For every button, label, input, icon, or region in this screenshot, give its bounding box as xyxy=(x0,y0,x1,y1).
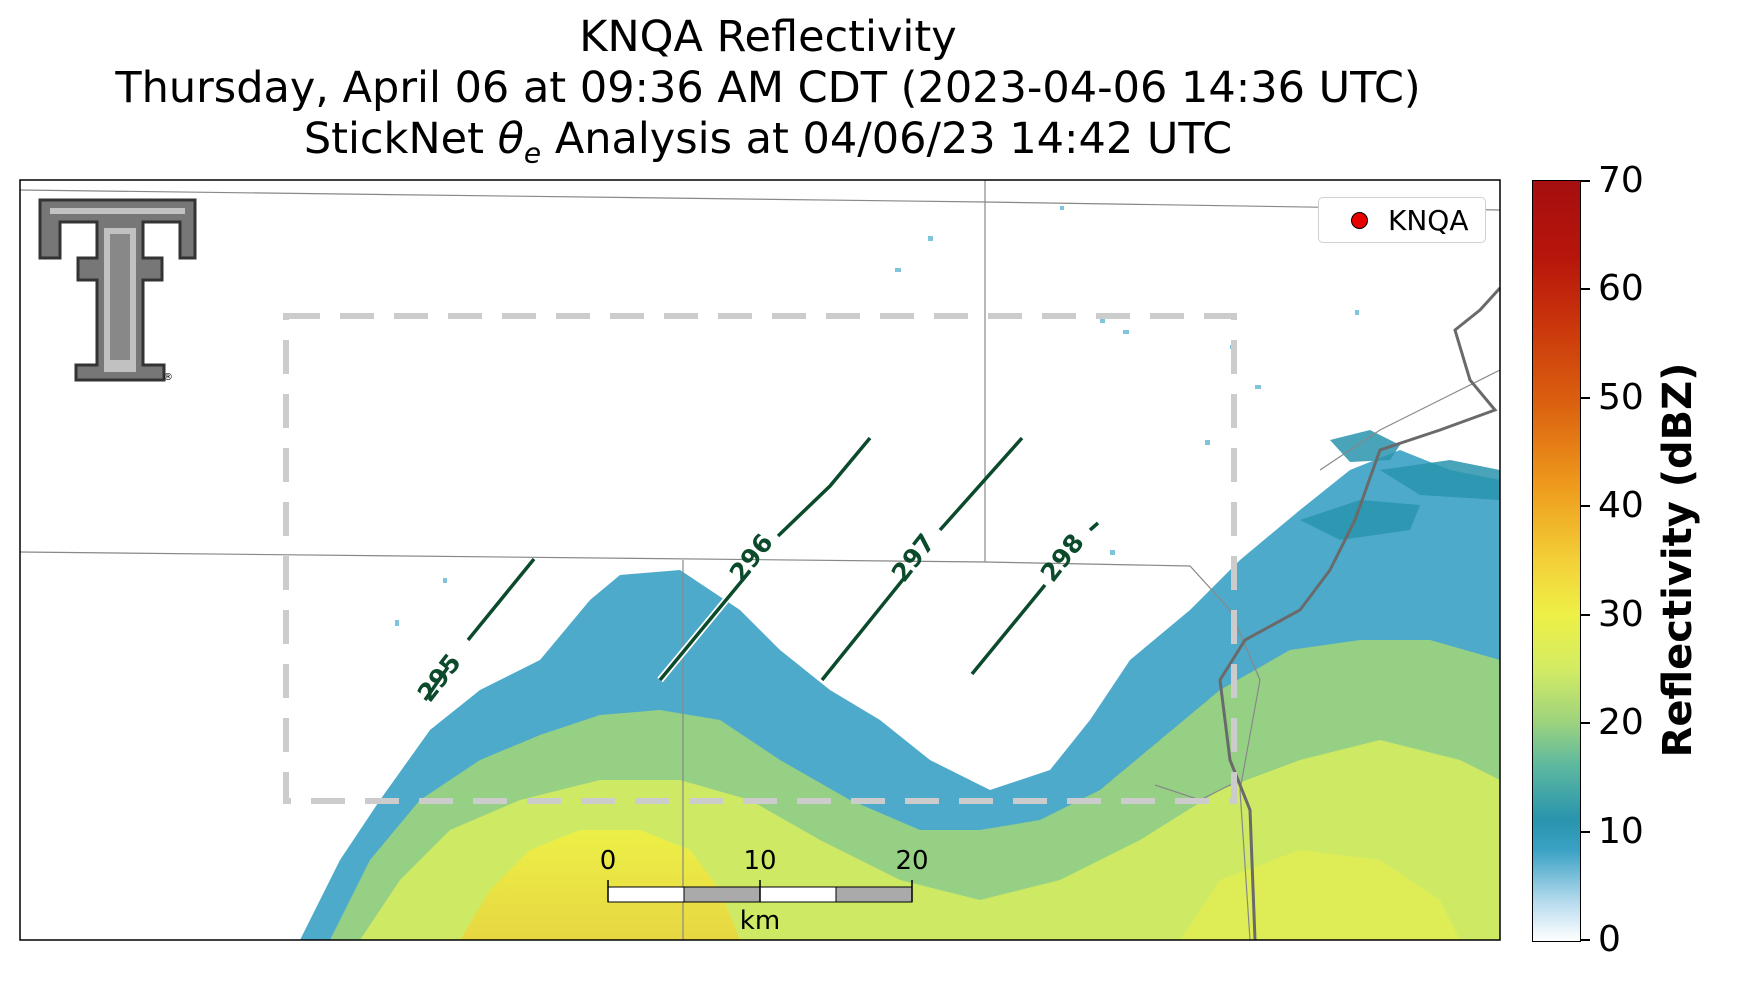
echo-core-east xyxy=(1180,850,1460,940)
knqa-marker-icon xyxy=(1351,211,1368,229)
chart-subtitle-analysis: StickNet θe Analysis at 04/06/23 14:42 U… xyxy=(303,114,1233,170)
colorbar-tick-label: 20 xyxy=(1598,702,1644,744)
colorbar-tick-mark xyxy=(1581,288,1590,291)
legend-label: KNQA xyxy=(1388,203,1469,237)
contour-296-line-inner xyxy=(658,436,872,682)
colorbar-tick-mark xyxy=(1581,396,1590,399)
contour-297-line xyxy=(820,436,1024,682)
theta-e-contours xyxy=(423,435,1100,702)
colorbar-tick-label: 0 xyxy=(1598,919,1621,960)
colorbar-label: Reflectivity (dBZ) xyxy=(1655,362,1701,758)
analysis-domain-box xyxy=(283,313,1237,804)
scale-bar xyxy=(607,880,913,903)
chart-title: KNQA Reflectivity xyxy=(579,12,957,62)
texas-tech-double-t-logo xyxy=(38,198,197,382)
colorbar-tick-label: 10 xyxy=(1598,810,1644,852)
scalebar-unit: km xyxy=(739,906,781,936)
interstate-line xyxy=(1218,286,1502,941)
scalebar-label-10: 10 xyxy=(743,846,777,876)
map-legend: KNQA xyxy=(1318,197,1486,243)
colorbar-tick-mark xyxy=(1581,180,1590,182)
contour-295-line xyxy=(423,557,536,702)
colorbar-tick-mark xyxy=(1581,830,1590,833)
scalebar-label-20: 20 xyxy=(895,846,929,876)
colorbar-tick-mark xyxy=(1581,939,1590,941)
reflectivity-colorbar xyxy=(1532,180,1581,942)
echo-cells-ne xyxy=(1300,430,1500,540)
map-frame xyxy=(19,179,1501,941)
colorbar-tick-label: 70 xyxy=(1598,160,1644,201)
colorbar-tick-label: 50 xyxy=(1598,376,1644,418)
colorbar-tick-label: 30 xyxy=(1598,593,1644,635)
scalebar-label-0: 0 xyxy=(599,846,617,876)
logo-registered-mark: ® xyxy=(163,372,173,383)
contour-298-line xyxy=(970,521,1100,676)
theta-symbol: θ xyxy=(497,114,524,164)
colorbar-tick-mark xyxy=(1581,505,1590,508)
echo-core xyxy=(460,830,740,940)
colorbar-tick-mark xyxy=(1581,613,1590,616)
colorbar-tick-mark xyxy=(1581,722,1590,725)
colorbar-tick-label: 40 xyxy=(1598,485,1644,527)
colorbar-tick-label: 60 xyxy=(1598,268,1644,310)
chart-subtitle-time: Thursday, April 06 at 09:36 AM CDT (2023… xyxy=(115,63,1421,113)
